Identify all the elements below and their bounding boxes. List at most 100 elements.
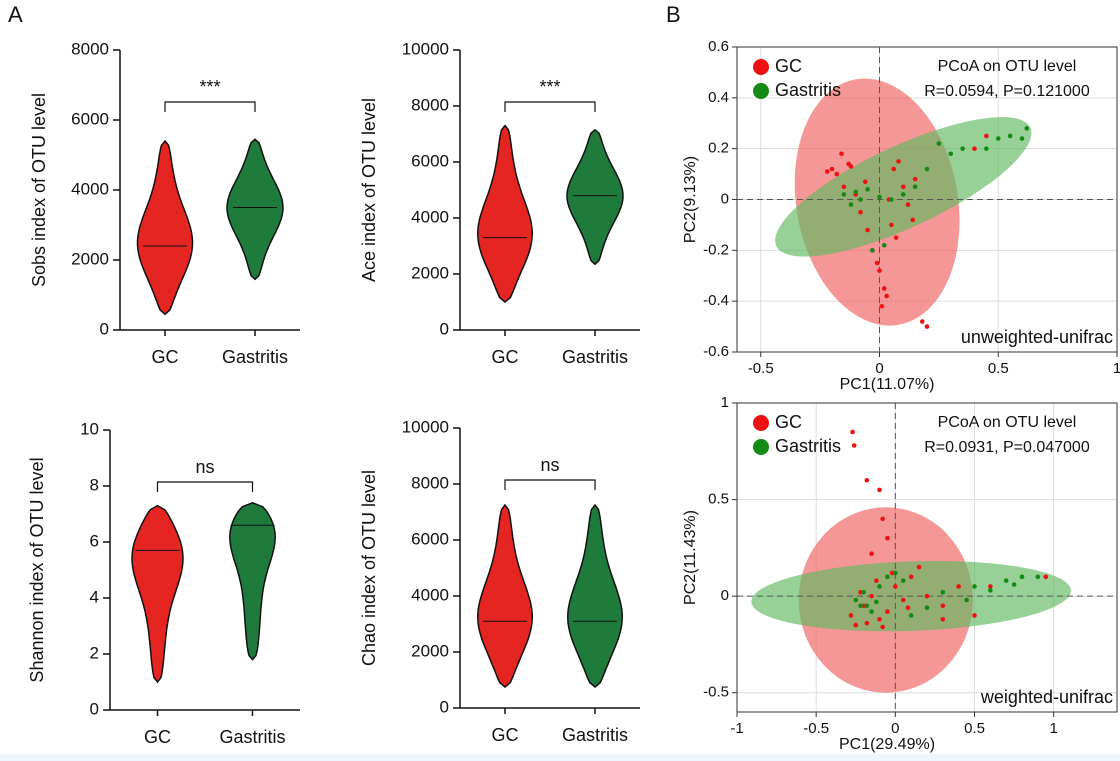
point xyxy=(851,443,857,448)
point xyxy=(908,574,914,580)
point xyxy=(881,286,887,291)
point xyxy=(885,574,890,580)
point xyxy=(858,603,863,609)
violin xyxy=(567,503,623,688)
point xyxy=(884,293,889,299)
significance-bracket xyxy=(504,101,596,112)
point xyxy=(995,136,1001,141)
point xyxy=(874,260,880,266)
y-tick-label: 4000 xyxy=(71,179,109,198)
y-axis-title: Ace index of OTU level xyxy=(359,98,379,282)
point xyxy=(924,593,930,599)
point xyxy=(984,133,989,139)
legend-label: Gastritis xyxy=(775,436,841,456)
point xyxy=(912,176,918,182)
x-axis-title: PC1(11.07%) xyxy=(840,376,935,393)
legend-label: GC xyxy=(775,412,802,432)
x-tick-label: 0.5 xyxy=(988,360,1009,377)
point xyxy=(834,171,840,177)
x-tick-label: Gastritis xyxy=(562,725,628,745)
y-tick-label: 10000 xyxy=(402,39,449,58)
point xyxy=(858,589,863,595)
point xyxy=(874,599,879,605)
point xyxy=(988,588,993,593)
point xyxy=(861,603,866,609)
point xyxy=(864,477,870,483)
point xyxy=(1007,133,1013,139)
point xyxy=(916,564,922,570)
y-tick-label: 0.5 xyxy=(708,491,729,508)
point xyxy=(940,589,946,595)
point xyxy=(1019,574,1025,580)
point xyxy=(869,551,874,556)
y-tick-label: 2 xyxy=(90,643,99,662)
point xyxy=(891,166,897,172)
point xyxy=(864,620,870,626)
point xyxy=(919,319,925,324)
point xyxy=(900,578,906,583)
point xyxy=(924,324,930,329)
point xyxy=(984,146,989,151)
point xyxy=(893,570,898,576)
point xyxy=(889,197,894,202)
significance-bracket xyxy=(164,101,256,112)
y-tick-label: 0.2 xyxy=(708,140,729,157)
point xyxy=(924,605,930,611)
point xyxy=(850,429,855,435)
point xyxy=(924,166,930,172)
y-tick-label: 6 xyxy=(90,531,99,550)
point xyxy=(885,535,890,541)
point xyxy=(848,613,854,618)
y-tick-label: 4 xyxy=(90,587,99,606)
point xyxy=(858,197,863,202)
point xyxy=(841,192,847,197)
point xyxy=(874,578,879,583)
y-tick-label: -0.5 xyxy=(703,684,729,701)
point xyxy=(1011,582,1017,587)
point xyxy=(870,248,875,253)
y-tick-label: 6000 xyxy=(71,109,109,128)
point xyxy=(893,584,898,589)
y-axis-title: Chao index of OTU level xyxy=(359,470,379,666)
legend-marker xyxy=(753,439,769,455)
x-tick-label: Gastritis xyxy=(219,727,285,747)
point xyxy=(865,187,870,192)
legend-label: Gastritis xyxy=(775,80,841,100)
point xyxy=(853,597,859,603)
y-tick-label: 6000 xyxy=(411,529,449,548)
x-tick-label: Gastritis xyxy=(562,347,628,367)
significance-label: ns xyxy=(540,455,559,475)
point xyxy=(865,227,870,233)
point xyxy=(940,603,946,609)
point xyxy=(988,584,993,589)
point xyxy=(869,593,874,599)
point xyxy=(956,584,961,589)
legend-marker xyxy=(753,415,769,431)
point xyxy=(1024,126,1030,131)
point xyxy=(936,141,942,146)
point xyxy=(885,609,890,614)
y-axis-title: Shannon index of OTU level xyxy=(27,457,47,682)
point xyxy=(908,613,914,618)
y-tick-label: 0 xyxy=(100,319,109,338)
violin xyxy=(477,503,533,688)
y-tick-label: 0 xyxy=(721,587,729,604)
y-tick-label: 4000 xyxy=(411,207,449,226)
point xyxy=(869,609,874,614)
y-tick-label: 10000 xyxy=(402,417,449,436)
chart-title: PCoA on OTU level xyxy=(938,414,1077,431)
point xyxy=(900,192,906,197)
point xyxy=(900,597,906,603)
point xyxy=(1035,574,1041,580)
point xyxy=(880,516,885,522)
chart-subtitle: R=0.0931, P=0.047000 xyxy=(924,439,1090,456)
point xyxy=(877,584,882,589)
y-tick-label: -0.4 xyxy=(703,292,729,309)
point xyxy=(877,617,882,622)
y-tick-label: 8000 xyxy=(411,473,449,492)
point xyxy=(905,202,911,207)
point xyxy=(889,570,895,576)
x-tick-label: GC xyxy=(152,347,179,367)
point xyxy=(960,146,965,151)
y-tick-label: 0 xyxy=(440,697,449,716)
